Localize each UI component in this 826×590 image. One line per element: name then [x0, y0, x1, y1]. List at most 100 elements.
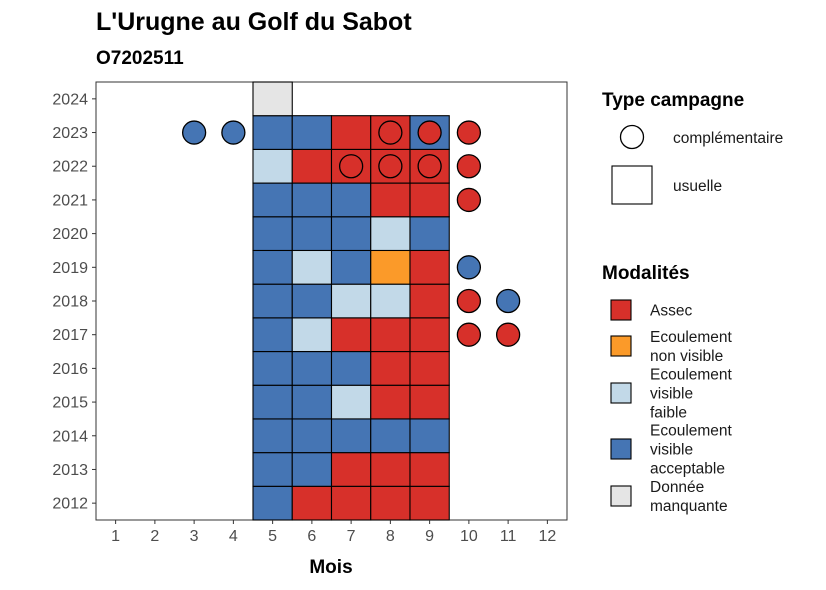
tile-2012-6: [291, 485, 333, 521]
legend-label-complementaire: complémentaire: [673, 130, 783, 147]
tile-2012-7: [330, 485, 372, 521]
chart-title: L'Urugne au Golf du Sabot: [96, 8, 412, 36]
point-2017-11: [495, 322, 521, 347]
x-tick-label: 1: [111, 528, 120, 545]
tile-2022-6: [291, 148, 333, 184]
tile-2019-8: [370, 249, 411, 285]
point-2023-9: [417, 120, 442, 145]
tile-2014-7: [330, 418, 372, 454]
tile-2018-8: [370, 283, 411, 319]
tile-2019-7: [330, 249, 372, 285]
tile-2019-5: [252, 249, 293, 285]
point-2021-10: [456, 187, 482, 213]
legend-label-ecoulement_visible_faible: faible: [650, 405, 687, 422]
point-2023-4: [221, 120, 246, 145]
legend-label-ecoulement_visible_acceptable: Ecoulement: [650, 423, 733, 440]
tile-2016-7: [330, 350, 372, 386]
tile-2019-9: [409, 249, 450, 285]
chart-subtitle: O7202511: [96, 48, 184, 69]
tile-2020-9: [409, 216, 450, 252]
tile-2020-8: [370, 216, 411, 252]
y-tick-label: 2023: [52, 125, 88, 142]
x-tick-label: 4: [229, 528, 238, 545]
tile-2020-7: [330, 216, 372, 252]
x-tick-label: 5: [268, 528, 277, 545]
tile-2022-5: [252, 148, 293, 184]
y-tick-label: 2016: [52, 361, 88, 378]
legend-title-type: Type campagne: [602, 90, 744, 111]
tile-2013-6: [291, 452, 333, 487]
legend-label-donnee_manquante: manquante: [650, 498, 728, 515]
point-2019-10: [456, 255, 482, 280]
tile-2013-9: [409, 452, 450, 487]
tile-2014-6: [291, 418, 333, 454]
tile-2018-7: [330, 283, 372, 319]
tile-2013-8: [370, 452, 411, 487]
y-tick-label: 2018: [52, 294, 88, 311]
tile-2015-7: [330, 384, 372, 420]
y-tick-label: 2022: [52, 159, 88, 176]
tile-2016-9: [409, 350, 450, 386]
legend-label-donnee_manquante: Donnée: [650, 479, 704, 496]
x-tick-label: 10: [460, 528, 478, 545]
legend-key-ecoulement_non_visible: [610, 335, 632, 357]
legend-label-assec: Assec: [650, 303, 692, 320]
point-2022-8: [378, 154, 403, 179]
tile-2020-5: [252, 216, 293, 252]
x-axis-title: Mois: [309, 557, 352, 578]
y-tick-label: 2013: [52, 462, 88, 479]
point-2022-7: [338, 154, 364, 179]
tile-2018-6: [291, 283, 333, 319]
x-tick-label: 9: [425, 528, 434, 545]
x-tick-label: 8: [386, 528, 395, 545]
y-tick-label: 2015: [52, 395, 88, 412]
tile-2017-5: [252, 317, 293, 353]
tile-2024-5: [252, 81, 293, 117]
y-tick-label: 2014: [52, 428, 88, 445]
tile-2021-9: [409, 182, 450, 218]
tile-2012-8: [370, 485, 411, 521]
x-tick-label: 6: [307, 528, 316, 545]
y-tick-label: 2017: [52, 327, 88, 344]
legend-label-ecoulement_non_visible: non visible: [650, 348, 723, 365]
y-tick-label: 2012: [52, 496, 88, 513]
legend-label-ecoulement_visible_faible: visible: [650, 386, 693, 403]
tile-2023-5: [252, 115, 293, 150]
point-2022-9: [417, 154, 442, 179]
tile-2017-9: [409, 317, 450, 353]
tile-2021-5: [252, 182, 293, 218]
tile-2021-8: [370, 182, 411, 218]
y-tick-label: 2020: [52, 226, 88, 243]
point-2023-3: [181, 120, 207, 145]
point-2023-8: [378, 120, 403, 145]
x-tick-label: 11: [500, 528, 517, 545]
tile-2012-5: [252, 485, 293, 521]
legend-key-ecoulement_visible_faible: [610, 382, 632, 404]
x-tick-label: 7: [347, 528, 356, 545]
tile-2014-9: [409, 418, 450, 454]
tile-2014-5: [252, 418, 293, 454]
tile-2014-8: [370, 418, 411, 454]
tile-2015-6: [291, 384, 333, 420]
tile-2021-6: [291, 182, 333, 218]
tile-2020-6: [291, 216, 333, 252]
legend-key-complementaire: [619, 124, 645, 150]
tile-2017-6: [291, 317, 333, 353]
point-2018-11: [495, 288, 521, 314]
tile-2019-6: [291, 249, 333, 285]
point-2018-10: [456, 288, 482, 314]
point-2022-10: [456, 154, 482, 179]
legend-label-ecoulement_visible_faible: Ecoulement: [650, 367, 733, 384]
tile-2015-9: [409, 384, 450, 420]
legend-label-ecoulement_visible_acceptable: visible: [650, 442, 693, 459]
tile-2023-7: [330, 115, 372, 150]
legend-key-assec: [610, 299, 632, 321]
x-tick-label: 3: [190, 528, 199, 545]
legend-title-modalites: Modalités: [602, 263, 690, 284]
tile-2018-9: [409, 283, 450, 319]
tile-2015-5: [252, 384, 293, 420]
tile-2015-8: [370, 384, 411, 420]
tile-2021-7: [330, 182, 372, 218]
tile-2018-5: [252, 283, 293, 319]
legend: Type campagne complémentaire usuelle Modali…: [602, 90, 783, 515]
